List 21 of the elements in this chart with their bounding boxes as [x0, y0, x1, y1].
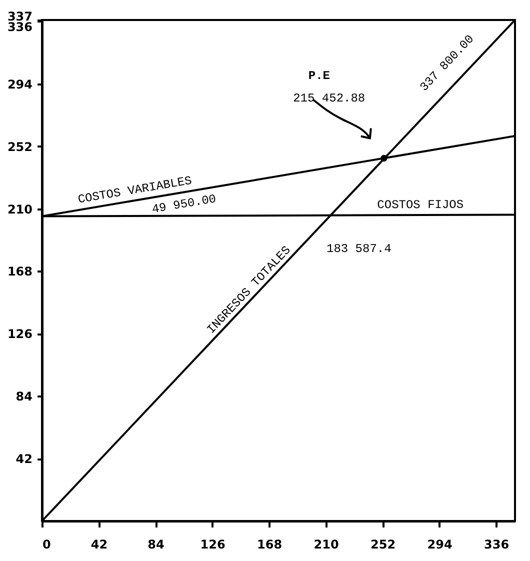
x-tick-label: 336 [484, 538, 510, 552]
annotation: P.E [308, 69, 330, 84]
x-tick-label: 294 [427, 538, 452, 552]
x-tick-label: 210 [314, 538, 339, 552]
y-tick-label: 42 [16, 452, 32, 466]
y-tick-label: 210 [7, 202, 32, 216]
x-tick-label: 84 [148, 538, 164, 552]
annotation: 215 452.88 [293, 92, 366, 106]
series-label: COSTOS FIJOS [377, 198, 464, 212]
y-tick-label: 126 [7, 327, 32, 342]
annotation: 49 950.00 [150, 192, 218, 217]
x-tick-label: 0 [42, 538, 51, 552]
x-tick-label: 42 [90, 538, 108, 552]
x-tick-label: 252 [370, 538, 396, 552]
x-tick-label: 126 [200, 538, 226, 552]
y-tick-label: 168 [7, 264, 32, 279]
annotation: 183 587.4 [326, 242, 392, 256]
x-tick-label: 168 [257, 538, 282, 552]
y-tick-label: 84 [16, 390, 32, 404]
y-tick-label: 294 [7, 77, 32, 92]
y-tick-label: 252 [7, 140, 32, 154]
